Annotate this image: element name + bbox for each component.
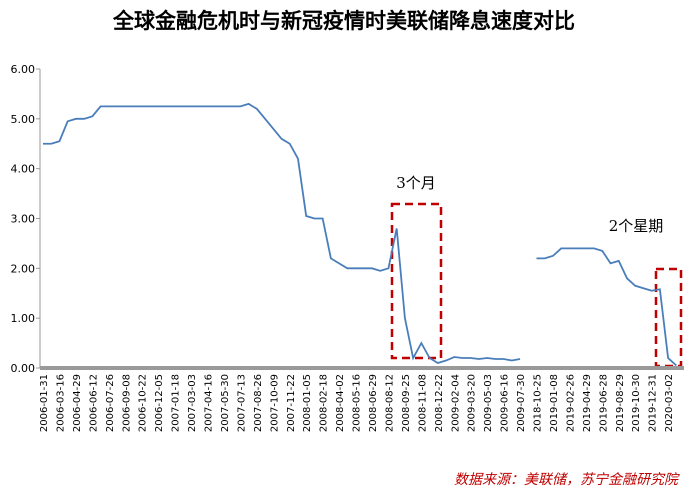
x-tick-label: 2006-03-16 (55, 374, 66, 432)
x-tick-label: 2008-01-05 (302, 374, 313, 432)
x-tick-label: 2009-07-30 (516, 374, 527, 432)
x-tick-label: 2006-04-29 (72, 374, 83, 432)
x-tick-label: 2009-06-16 (500, 374, 511, 432)
x-tick-label: 2006-12-05 (154, 374, 165, 432)
line (43, 102, 677, 367)
x-tick-label: 2019-01-08 (549, 374, 560, 432)
x-tick-label: 2008-02-18 (319, 374, 330, 432)
x-tick-label: 2006-06-12 (88, 374, 99, 432)
y-tick-label: 0.00 (11, 362, 36, 375)
x-tick-label: 2007-04-16 (204, 374, 215, 432)
x-tick-label: 2007-08-26 (253, 374, 264, 432)
x-tick-label: 2007-05-30 (220, 374, 231, 432)
x-tick-label: 2007-07-13 (236, 374, 247, 432)
x-tick-label: 2008-09-25 (401, 374, 412, 432)
y-tick-label: 5.00 (11, 113, 36, 126)
y-tick-label: 6.00 (11, 63, 36, 76)
x-tick-label: 2009-03-20 (467, 374, 478, 432)
x-tick-label: 2018-10-25 (533, 374, 544, 432)
x-tick-label: 2006-10-22 (138, 374, 149, 432)
y-tick-label: 4.00 (11, 163, 36, 176)
x-tick-label: 2008-11-08 (417, 374, 428, 432)
y-tick-label: 3.00 (11, 213, 36, 226)
x-tick-label: 2019-04-29 (582, 374, 593, 432)
highlight-box (654, 267, 683, 368)
annotation: 3个月 (396, 174, 436, 192)
x-tick-label: 2007-01-18 (171, 374, 182, 432)
x-tick-label: 2006-09-08 (121, 374, 132, 432)
x-tick-label: 2006-07-26 (105, 374, 116, 432)
x-tick-label: 2007-10-09 (269, 374, 280, 432)
x-tick-label: 2007-03-03 (187, 374, 198, 432)
highlight-box (390, 202, 443, 360)
annotation: 2个星期 (609, 217, 664, 235)
x-tick-label: 2008-05-16 (352, 374, 363, 432)
x-tick-label: 2008-04-02 (335, 374, 346, 432)
x-tick-label: 2007-11-22 (286, 374, 297, 432)
x-tick-label: 2019-12-31 (648, 374, 659, 432)
x-tick-label: 2009-05-03 (483, 374, 494, 432)
y-tick-label: 2.00 (11, 262, 36, 275)
chart-title: 全球金融危机时与新冠疫情时美联储降息速度对比 (112, 9, 575, 33)
x-tick-label: 2019-06-28 (598, 374, 609, 432)
x-tick-label: 2019-02-26 (565, 374, 576, 432)
source: 数据来源：美联储，苏宁金融研究院 (454, 472, 680, 488)
x-tick-label: 2008-06-29 (368, 374, 379, 432)
y-tick-label: 1.00 (11, 312, 36, 325)
x-tick-label: 2006-01-31 (39, 374, 50, 432)
x-tick-label: 2008-12-22 (434, 374, 445, 432)
x-tick-label: 2008-08-12 (384, 374, 395, 432)
x-tick-label: 2019-10-30 (631, 374, 642, 432)
x-tick-label: 2019-08-29 (615, 374, 626, 432)
x-tick-label: 2009-02-04 (450, 374, 461, 432)
x-tick-label: 2020-03-02 (664, 374, 675, 432)
